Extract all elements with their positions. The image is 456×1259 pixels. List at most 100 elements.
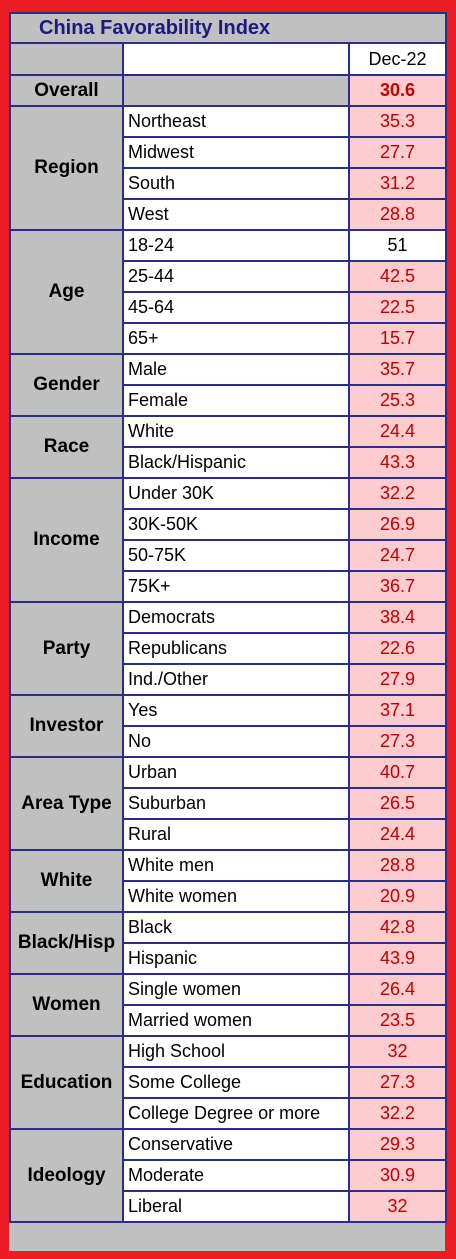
- table-row: 50-75K 24.7: [10, 539, 448, 572]
- group-label: Region: [9, 105, 124, 231]
- row-value: 32: [347, 1035, 448, 1068]
- header-blank-cell: [9, 42, 124, 76]
- row-value: 15.7: [347, 322, 448, 355]
- row-label: Black/Hispanic: [122, 446, 350, 479]
- group-label: Black/Hisp: [9, 911, 124, 975]
- row-label: Hispanic: [122, 942, 350, 975]
- row-label: No: [122, 725, 350, 758]
- row-value: 29.3: [347, 1128, 448, 1161]
- table-row: White White men 28.8: [9, 849, 448, 913]
- row-label: Single women: [122, 973, 350, 1006]
- row-label: Suburban: [122, 787, 350, 820]
- table-row: Investor Yes 37.1: [9, 694, 448, 758]
- table-row: 25-44 42.5: [10, 260, 448, 293]
- row-label: Liberal: [122, 1190, 350, 1223]
- group-label: Gender: [9, 353, 124, 417]
- table-row: College Degree or more 32.2: [10, 1097, 448, 1130]
- row-value: 32.2: [347, 1097, 448, 1130]
- row-label: Some College: [122, 1066, 350, 1099]
- row-label: South: [122, 167, 350, 200]
- group-label: Investor: [9, 694, 124, 758]
- row-value: 26.4: [347, 973, 448, 1006]
- row-value: 24.4: [347, 818, 448, 851]
- row-label: College Degree or more: [122, 1097, 350, 1130]
- row-value: 22.5: [347, 291, 448, 324]
- overall-value: 30.6: [347, 74, 448, 107]
- group-label: Party: [9, 601, 124, 696]
- table-row: Party Democrats 38.4: [9, 601, 448, 696]
- row-label: 18-24: [122, 229, 350, 262]
- table-row: Gender Male 35.7: [9, 353, 448, 417]
- row-label: Female: [122, 384, 350, 417]
- row-value: 28.8: [347, 198, 448, 231]
- row-value: 24.7: [347, 539, 448, 572]
- table-row: Income Under 30K 32.2: [9, 477, 448, 603]
- table-row: White women 20.9: [10, 880, 448, 913]
- row-value: 28.8: [347, 849, 448, 882]
- row-value: 37.1: [347, 694, 448, 727]
- row-label: Urban: [122, 756, 350, 789]
- table-row: Region Northeast 35.3: [9, 105, 448, 231]
- row-value: 25.3: [347, 384, 448, 417]
- group-label: Area Type: [9, 756, 124, 851]
- table-row: Republicans 22.6: [10, 632, 448, 665]
- row-label: Democrats: [122, 601, 350, 634]
- row-value: 24.4: [347, 415, 448, 448]
- row-label: 30K-50K: [122, 508, 350, 541]
- row-value: 42.5: [347, 260, 448, 293]
- favorability-table: China Favorability Index Dec-22 Overall …: [8, 12, 448, 1223]
- row-label: 65+: [122, 322, 350, 355]
- row-label: White: [122, 415, 350, 448]
- row-value: 40.7: [347, 756, 448, 789]
- row-value: 27.3: [347, 1066, 448, 1099]
- row-value: 20.9: [347, 880, 448, 913]
- row-label: Yes: [122, 694, 350, 727]
- row-label: 45-64: [122, 291, 350, 324]
- group-label: Income: [9, 477, 124, 603]
- row-label: Moderate: [122, 1159, 350, 1192]
- table-row: Married women 23.5: [10, 1004, 448, 1037]
- header-blank-cell: [122, 42, 350, 76]
- group-label: White: [9, 849, 124, 913]
- row-label: Republicans: [122, 632, 350, 665]
- table-row: No 27.3: [10, 725, 448, 758]
- row-label: 50-75K: [122, 539, 350, 572]
- table-row: Suburban 26.5: [10, 787, 448, 820]
- row-label: Under 30K: [122, 477, 350, 510]
- table-row: South 31.2: [10, 167, 448, 200]
- row-label: Married women: [122, 1004, 350, 1037]
- row-value: 35.3: [347, 105, 448, 138]
- row-value: 23.5: [347, 1004, 448, 1037]
- row-value: 35.7: [347, 353, 448, 386]
- row-label: 75K+: [122, 570, 350, 603]
- row-label: Ind./Other: [122, 663, 350, 696]
- table-row: 30K-50K 26.9: [10, 508, 448, 541]
- row-label: Black: [122, 911, 350, 944]
- table-row: Age 18-24 51: [9, 229, 448, 355]
- row-label: Northeast: [122, 105, 350, 138]
- table-row: Education High School 32: [9, 1035, 448, 1130]
- table-row: Race White 24.4: [9, 415, 448, 479]
- table-row: 75K+ 36.7: [10, 570, 448, 603]
- table-row: Black/Hisp Black 42.8: [9, 911, 448, 975]
- row-value: 42.8: [347, 911, 448, 944]
- row-label: Rural: [122, 818, 350, 851]
- group-label: Ideology: [9, 1128, 124, 1223]
- row-value: 26.5: [347, 787, 448, 820]
- table-row: 45-64 22.5: [10, 291, 448, 324]
- row-value: 22.6: [347, 632, 448, 665]
- row-value: 38.4: [347, 601, 448, 634]
- table-row: Hispanic 43.9: [10, 942, 448, 975]
- overall-label: Overall: [9, 74, 124, 107]
- row-label: White women: [122, 880, 350, 913]
- table-row: West 28.8: [10, 198, 448, 231]
- table-row: Midwest 27.7: [10, 136, 448, 169]
- row-value: 31.2: [347, 167, 448, 200]
- row-value: 32.2: [347, 477, 448, 510]
- table-row: Liberal 32: [10, 1190, 448, 1223]
- row-value: 36.7: [347, 570, 448, 603]
- table-row: Female 25.3: [10, 384, 448, 417]
- row-label: White men: [122, 849, 350, 882]
- row-label: Male: [122, 353, 350, 386]
- row-label: Midwest: [122, 136, 350, 169]
